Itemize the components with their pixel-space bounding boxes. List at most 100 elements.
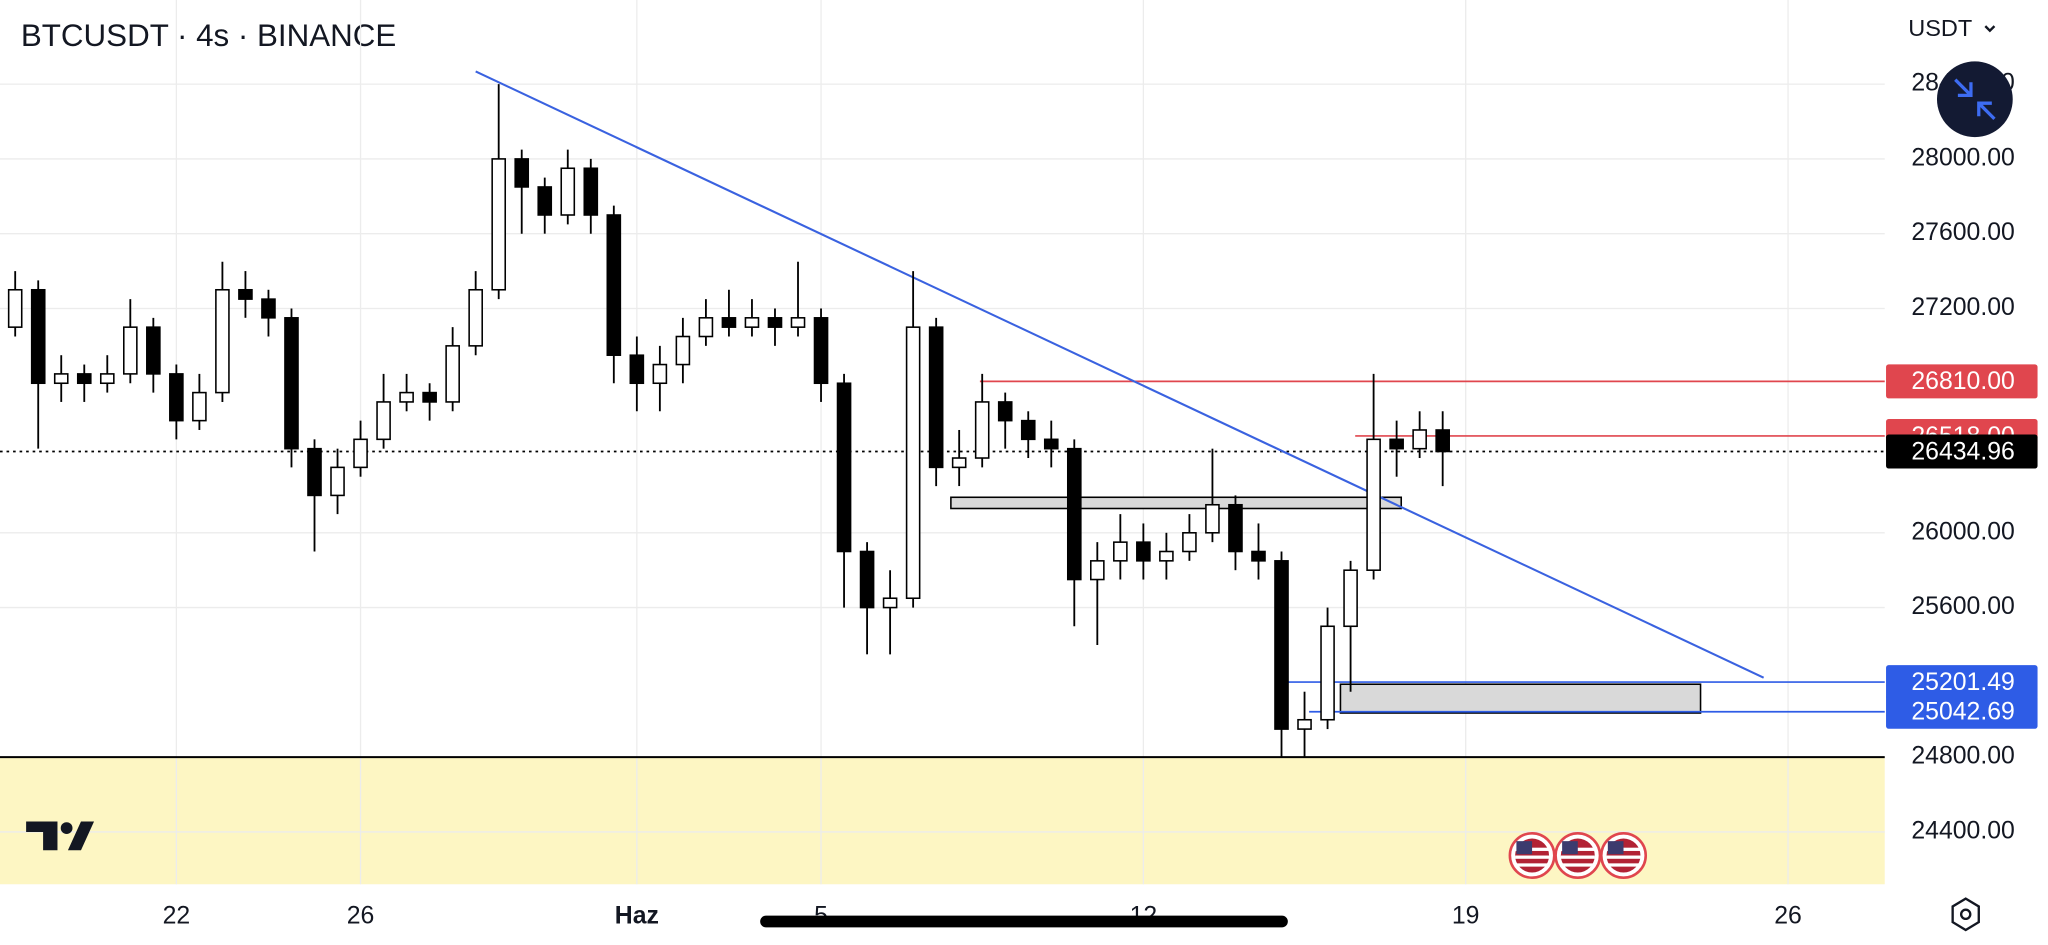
price-tag <box>1886 665 2038 700</box>
candle <box>974 373 990 468</box>
candle-body <box>468 288 483 347</box>
candle-body <box>76 373 92 385</box>
candle <box>790 261 806 337</box>
candle <box>1159 532 1174 580</box>
candle <box>606 205 622 384</box>
candle-body <box>928 326 944 469</box>
candle <box>7 271 23 337</box>
y-tick-label: 26000.00 <box>1911 518 2014 545</box>
price-tag <box>1886 434 2038 469</box>
candle <box>1228 495 1243 571</box>
candle <box>1251 523 1266 580</box>
candle <box>997 392 1013 449</box>
candle-body <box>905 326 921 600</box>
candle <box>560 149 576 225</box>
candle-body <box>606 214 622 356</box>
x-tick-label: 26 <box>1774 902 1802 929</box>
collapse-button[interactable] <box>1936 61 2013 138</box>
candle-body <box>1020 419 1036 441</box>
x-tick-label: 19 <box>1452 902 1480 929</box>
candle-body <box>353 438 368 469</box>
candle <box>859 542 875 655</box>
candle-body <box>721 317 737 328</box>
chevron <box>1984 25 1996 33</box>
flag-stripe <box>1560 863 1595 867</box>
candle-body <box>445 345 460 403</box>
candle <box>767 308 783 346</box>
candle-body <box>123 326 138 375</box>
candle-body <box>169 373 184 422</box>
settings-icon-center <box>1959 908 1972 921</box>
candle <box>422 383 437 421</box>
candle <box>1136 523 1151 580</box>
price-tag <box>1886 694 2038 729</box>
candle <box>376 373 391 449</box>
candle <box>238 271 253 318</box>
candle-body <box>422 391 437 403</box>
candle <box>353 420 368 477</box>
candle <box>905 271 921 608</box>
candle-body <box>1366 438 1381 571</box>
candle <box>1343 560 1358 692</box>
candle <box>1043 420 1059 468</box>
candle-body <box>974 401 990 459</box>
event-flag[interactable] <box>1554 832 1602 880</box>
candle-body <box>284 317 299 450</box>
candle <box>1435 411 1450 487</box>
candle-body <box>99 373 115 385</box>
candle-body <box>491 158 507 291</box>
candle-body <box>698 317 714 338</box>
candle <box>652 345 668 412</box>
candle <box>76 364 92 402</box>
chart-title: BTCUSDT · 4s · BINANCE <box>21 18 396 53</box>
flag-canton <box>1562 841 1578 855</box>
candle-body <box>583 167 599 216</box>
candle <box>629 336 645 412</box>
candle <box>123 299 138 384</box>
candle <box>307 439 322 552</box>
candle-body <box>997 401 1013 422</box>
candle <box>813 308 829 402</box>
candle-body <box>215 288 230 394</box>
y-tick-label: 27600.00 <box>1911 219 2014 246</box>
candle <box>1066 439 1082 627</box>
candle-body <box>1412 429 1427 450</box>
currency-label: USDT <box>1908 15 1972 41</box>
candle-body <box>859 550 875 609</box>
candle-body <box>330 466 345 497</box>
y-tick-label: 24800.00 <box>1911 743 2014 770</box>
event-flag[interactable] <box>1508 832 1556 880</box>
candle <box>698 299 714 346</box>
candle <box>491 84 507 300</box>
floor-zone <box>0 757 1885 885</box>
candle-body <box>238 288 253 300</box>
candle-body <box>192 391 207 422</box>
flag-stripe <box>1515 855 1550 859</box>
candle <box>1020 411 1036 459</box>
flag-stripe <box>1560 855 1595 859</box>
flag-stripe <box>1515 863 1550 867</box>
candle-body <box>1043 438 1059 450</box>
candle-body <box>537 186 553 216</box>
y-tick-label: 27200.00 <box>1911 294 2014 321</box>
candle <box>951 429 967 487</box>
candle <box>468 271 483 356</box>
candle-body <box>560 167 576 216</box>
x-tick-label: 26 <box>347 902 375 929</box>
y-tick-label: 24400.00 <box>1911 817 2014 844</box>
settings-icon[interactable] <box>1951 897 1980 932</box>
candle-body <box>261 298 276 319</box>
price-tag-label: 25201.49 <box>1911 669 2014 696</box>
event-flag[interactable] <box>1599 832 1648 880</box>
home-indicator <box>760 915 1288 928</box>
candle <box>1113 514 1128 580</box>
candle-body <box>1435 429 1450 453</box>
candle <box>192 373 207 430</box>
candle <box>836 373 852 608</box>
candle <box>261 289 276 337</box>
tv-logo-dot <box>60 822 73 834</box>
flag-canton <box>1607 841 1624 855</box>
tv-logo <box>26 821 95 851</box>
candle-body <box>675 335 691 366</box>
candle-body <box>1182 532 1197 553</box>
